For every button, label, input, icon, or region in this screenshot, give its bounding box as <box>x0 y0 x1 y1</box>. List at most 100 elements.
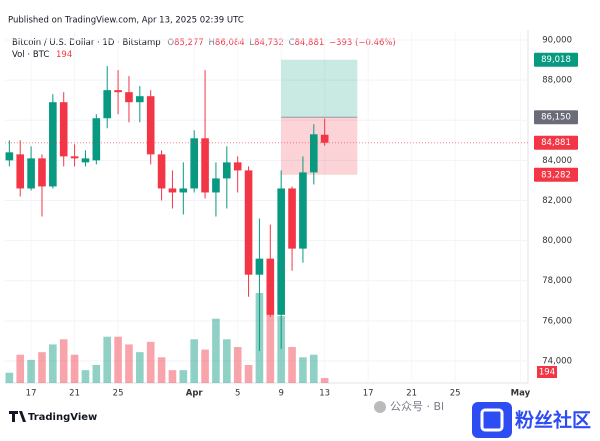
candle-body <box>168 188 177 193</box>
y-tick-label: 90,000 <box>542 36 572 46</box>
x-tick-label: 13 <box>319 389 330 399</box>
candle-body <box>190 138 198 189</box>
footer: TradingView <box>9 411 97 423</box>
volume-bar <box>212 318 220 383</box>
candle-body <box>309 134 318 173</box>
candle-body <box>27 158 35 189</box>
x-tick-label: 17 <box>363 389 374 399</box>
volume-bar <box>59 339 68 383</box>
watermark-icon <box>374 401 386 413</box>
volume-bar <box>320 378 329 383</box>
volume-bar <box>223 339 231 383</box>
candle-body <box>299 172 307 249</box>
candle-body <box>157 154 166 189</box>
y-tick-label: 74,000 <box>542 356 572 366</box>
volume-bar <box>299 357 307 383</box>
x-tick-label: 21 <box>69 389 80 399</box>
watermark: 公众号 · Bl <box>390 400 444 413</box>
volume-bar <box>277 316 285 383</box>
volume-bar <box>288 347 296 383</box>
volume-bar <box>266 300 275 383</box>
candle-body <box>266 258 275 315</box>
candle-body <box>223 162 231 179</box>
volume-legend: Vol · BTC 194 <box>12 50 72 60</box>
candle-body <box>59 102 68 157</box>
volume-bar <box>49 344 57 383</box>
volume-bar <box>201 349 209 383</box>
x-tick-label: May <box>511 389 531 399</box>
volume-bar <box>5 372 14 383</box>
x-tick-label: 21 <box>406 389 417 399</box>
candle-body <box>201 138 209 193</box>
stop-zone <box>281 117 358 175</box>
key: O <box>167 38 174 48</box>
candle-body <box>38 158 46 187</box>
symbol: Bitcoin / U.S. Dollar · 1D · Bitstamp <box>12 38 161 48</box>
badge-icon <box>480 408 504 432</box>
candle-body <box>92 118 101 161</box>
key: H <box>209 38 215 48</box>
x-tick-label: 25 <box>113 389 124 399</box>
candle-body <box>5 152 14 161</box>
logo <box>9 411 26 422</box>
x-tick-label: 5 <box>235 389 240 399</box>
candle-body <box>320 134 329 143</box>
volume-bar <box>146 341 155 383</box>
published: Published on TradingView.com, Apr 13, 20… <box>8 16 244 26</box>
value: 84,881 <box>295 38 325 48</box>
target-zone <box>281 59 358 118</box>
volume-box <box>537 366 557 379</box>
volume-bar <box>168 370 177 383</box>
x-tick-label: 17 <box>26 389 37 399</box>
y-tick-label: 78,000 <box>542 276 572 286</box>
x-tick-label: 9 <box>278 389 283 399</box>
volume-bar <box>136 352 144 383</box>
volume-bar <box>81 370 90 383</box>
candle-body <box>70 156 79 159</box>
candle-body <box>179 188 188 193</box>
volume-bar <box>103 336 112 383</box>
value: 85,277 <box>174 38 204 48</box>
candle-body <box>103 90 112 119</box>
volume-label: 194 <box>539 368 555 378</box>
entry-label: 86,150 <box>541 113 571 123</box>
key: C <box>289 38 295 48</box>
entry-box <box>534 110 578 125</box>
key: L <box>249 38 254 48</box>
volume-bar <box>70 354 79 383</box>
x-tick-label: Apr <box>186 389 204 399</box>
target-box <box>534 52 578 67</box>
candle-body <box>125 92 133 103</box>
y-tick-label: 88,000 <box>542 76 572 86</box>
candle-body <box>114 90 122 93</box>
stop-box <box>534 167 578 182</box>
candle-body <box>136 96 144 103</box>
badge: 粉丝社区 <box>515 409 591 432</box>
candle-body <box>81 158 90 163</box>
stop-label: 83,282 <box>541 170 571 180</box>
candle-body <box>255 258 264 275</box>
volume-bar <box>92 365 101 383</box>
volume-bar <box>179 370 188 383</box>
last-price-label: 84,881 <box>541 138 571 148</box>
y-tick-label: 84,000 <box>542 156 572 166</box>
volume-bar <box>233 347 242 383</box>
candle-body <box>244 170 253 275</box>
candle-body <box>212 178 220 193</box>
volume-bar <box>157 357 166 383</box>
candle-body <box>288 188 296 249</box>
candle-body <box>233 162 242 171</box>
candle-body <box>49 102 57 187</box>
volume-bar <box>309 354 318 383</box>
y-tick-label: 76,000 <box>542 316 572 326</box>
volume-bar <box>125 344 133 383</box>
volume-bar <box>190 339 198 383</box>
y-tick-label: 80,000 <box>542 236 572 246</box>
candle-body <box>146 96 155 155</box>
value: 84,732 <box>254 38 284 48</box>
volume-value: 194 <box>56 50 72 60</box>
value: 86,084 <box>215 38 245 48</box>
volume-bar <box>27 359 35 383</box>
last-price-box <box>534 135 578 150</box>
